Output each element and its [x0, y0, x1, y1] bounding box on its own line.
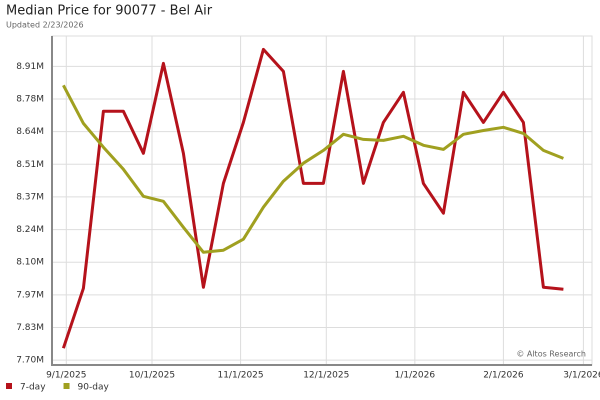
- series-line: [62, 84, 564, 254]
- x-tick-label: 9/1/2025: [46, 371, 86, 381]
- legend-label: 7-day: [20, 383, 46, 393]
- y-tick-label: 8.10M: [16, 258, 44, 268]
- y-tick-label: 8.51M: [16, 160, 44, 170]
- x-tick-label: 12/1/2025: [303, 371, 349, 381]
- y-tick-label: 8.78M: [16, 94, 44, 104]
- y-tick-label: 8.64M: [16, 127, 44, 137]
- x-tick-label: 11/1/2025: [217, 371, 263, 381]
- legend-label: 90-day: [78, 383, 110, 393]
- y-tick-label: 8.91M: [16, 62, 44, 72]
- legend-swatch: [6, 383, 12, 389]
- x-tick-label: 10/1/2025: [129, 371, 175, 381]
- y-tick-label: 8.37M: [16, 192, 44, 202]
- chart-subtitle: Updated 2/23/2026: [6, 21, 84, 30]
- x-tick-label: 3/1/2026: [563, 371, 600, 381]
- x-tick-label: 1/1/2026: [395, 371, 436, 381]
- y-tick-label: 8.24M: [16, 225, 44, 235]
- annotation: © Altos Research: [516, 350, 586, 359]
- series-line: [61, 47, 564, 349]
- legend-swatch: [63, 383, 70, 389]
- y-tick-label: 7.97M: [16, 290, 44, 300]
- plot-area: [51, 35, 593, 366]
- x-tick-label: 2/1/2026: [483, 371, 524, 381]
- chart-title: Median Price for 90077 - Bel Air: [6, 4, 213, 19]
- y-tick-label: 7.70M: [16, 356, 44, 366]
- y-tick-label: 7.83M: [16, 323, 44, 333]
